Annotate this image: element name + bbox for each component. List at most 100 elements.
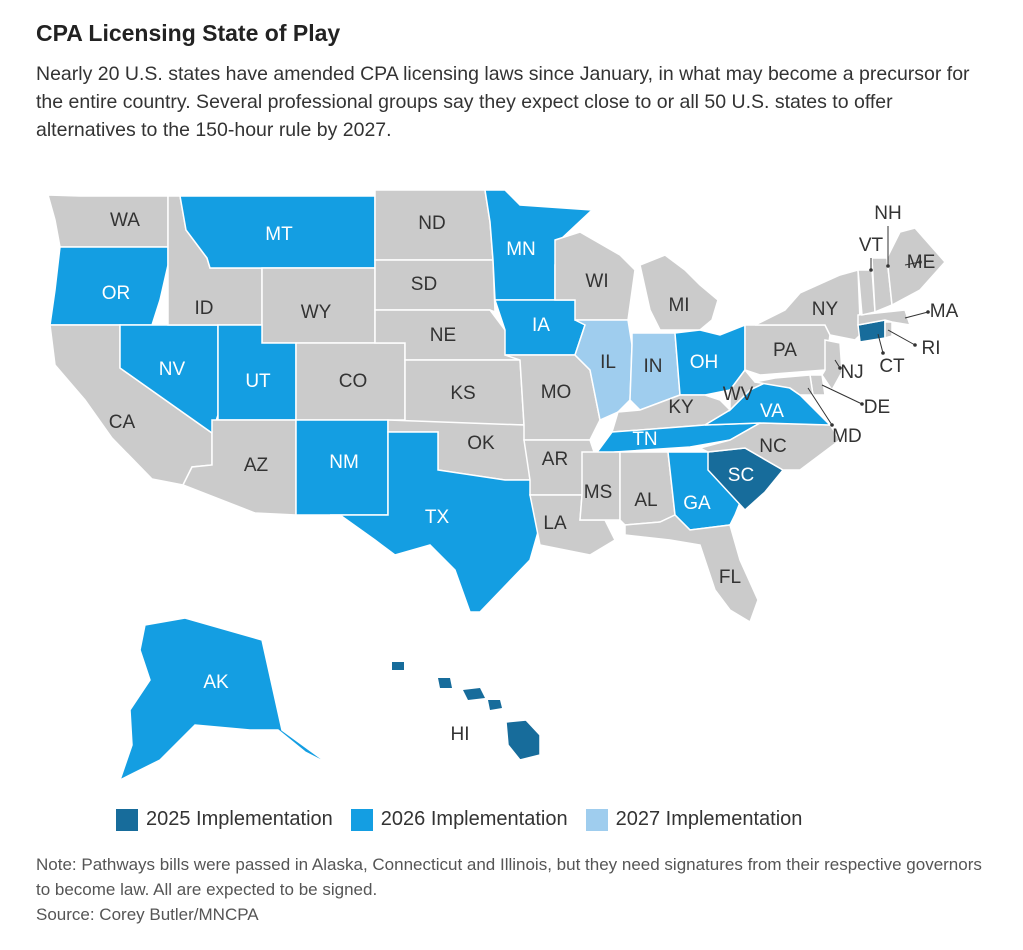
leader-line	[877, 333, 884, 354]
state-label-ia: IA	[532, 315, 550, 336]
state-label-ak: AK	[203, 672, 229, 693]
state-tx	[330, 431, 541, 613]
state-label-or: OR	[102, 283, 131, 304]
state-label-nj: NJ	[840, 362, 863, 383]
state-label-nm: NM	[329, 452, 359, 473]
state-label-mo: MO	[541, 382, 572, 403]
legend-label-2026: 2026 Implementation	[380, 808, 568, 830]
state-hi-island	[463, 688, 485, 700]
legend-swatch-2025	[116, 808, 138, 831]
state-nj	[821, 339, 843, 392]
state-me	[886, 227, 947, 307]
state-al	[619, 451, 676, 526]
state-label-mn: MN	[506, 239, 536, 260]
state-label-wv: WV	[723, 384, 754, 405]
state-label-az: AZ	[244, 455, 269, 476]
state-label-wa: WA	[110, 210, 140, 231]
state-label-co: CO	[339, 371, 368, 392]
leader-dot	[830, 423, 834, 427]
state-sd	[374, 259, 496, 314]
state-label-ny: NY	[812, 299, 839, 320]
legend-swatch-2026	[350, 808, 373, 831]
state-label-mi: MI	[668, 295, 689, 316]
leader-dot	[881, 351, 885, 355]
state-hi-island	[392, 662, 404, 670]
legend-item-2026: 2026 Implementation	[350, 808, 568, 831]
state-label-in: IN	[644, 356, 663, 377]
leader-dot	[918, 260, 922, 264]
leader-dot	[926, 310, 930, 314]
map-title: CPA Licensing State of Play	[36, 20, 341, 46]
state-labels: WA OR CA NV ID MT WY UT AZ CO NM ND SD NE KS OK TX MN IA MO…	[102, 203, 959, 745]
state-label-de: DE	[864, 397, 890, 418]
state-label-al: AL	[634, 490, 657, 511]
leader-dot	[886, 264, 890, 268]
state-label-tx: TX	[425, 507, 450, 528]
leader-dot	[913, 343, 917, 347]
leader-line	[904, 261, 921, 266]
leader-line	[807, 387, 833, 426]
footnote: Note: Pathways bills were passed in Alas…	[36, 852, 996, 927]
leader-lines	[807, 226, 930, 427]
state-label-nd: ND	[418, 213, 445, 234]
state-wa	[47, 194, 169, 248]
leader-dot	[860, 402, 864, 406]
state-label-ri: RI	[922, 338, 941, 359]
state-label-id: ID	[195, 298, 214, 319]
legend-swatch-2027	[585, 808, 608, 831]
state-il	[574, 319, 633, 422]
state-hi-island	[438, 678, 452, 688]
leader-line	[904, 311, 929, 319]
state-label-ks: KS	[450, 383, 475, 404]
state-label-tn: TN	[632, 429, 657, 450]
state-label-il: IL	[600, 352, 616, 373]
us-map: WA OR CA NV ID MT WY UT AZ CO NM ND SD NE KS OK TX MN IA MO…	[47, 189, 959, 782]
state-label-wi: WI	[585, 271, 608, 292]
state-fl	[624, 514, 759, 624]
legend: 2025 Implementation 2026 Implementation …	[116, 808, 820, 831]
state-label-ok: OK	[467, 433, 495, 454]
state-label-ky: KY	[668, 397, 694, 418]
legend-item-2027: 2027 Implementation	[585, 808, 803, 831]
legend-label-2025: 2025 Implementation	[146, 808, 333, 830]
state-label-oh: OH	[690, 352, 719, 373]
state-label-ma: MA	[930, 301, 959, 322]
state-ak	[118, 617, 351, 782]
state-label-nv: NV	[159, 359, 186, 380]
state-label-va: VA	[760, 401, 784, 422]
leader-dot	[838, 366, 842, 370]
map-subtitle: Nearly 20 U.S. states have amended CPA l…	[36, 63, 970, 141]
state-label-md: MD	[832, 426, 862, 447]
state-mi	[639, 254, 719, 331]
state-label-sc: SC	[728, 465, 754, 486]
state-label-wy: WY	[301, 302, 332, 323]
state-label-ne: NE	[430, 325, 456, 346]
state-label-pa: PA	[773, 340, 797, 361]
state-label-fl: FL	[719, 567, 741, 588]
state-ma	[857, 309, 912, 326]
state-label-ct: CT	[879, 356, 905, 377]
legend-label-2027: 2027 Implementation	[615, 808, 803, 830]
note-text: Note: Pathways bills were passed in Alas…	[36, 855, 982, 899]
leader-dot	[869, 268, 873, 272]
state-label-hi: HI	[451, 724, 470, 745]
state-hi	[505, 719, 541, 761]
leader-line	[887, 329, 916, 346]
state-label-ms: MS	[584, 482, 613, 503]
leader-line	[821, 384, 863, 405]
source-text: Source: Corey Butler/MNCPA	[36, 905, 259, 924]
state-label-ar: AR	[542, 449, 568, 470]
state-label-me: ME	[907, 252, 936, 273]
state-label-ca: CA	[109, 412, 136, 433]
state-label-vt: VT	[859, 235, 884, 256]
state-label-la: LA	[543, 513, 567, 534]
state-nc	[697, 422, 842, 471]
state-label-ga: GA	[683, 493, 711, 514]
legend-item-2025: 2025 Implementation	[116, 808, 333, 831]
state-hi-island	[488, 700, 502, 710]
state-label-nc: NC	[759, 436, 786, 457]
state-label-nh: NH	[874, 203, 901, 224]
state-label-ut: UT	[245, 371, 271, 392]
state-shapes	[47, 189, 947, 782]
state-label-sd: SD	[411, 274, 437, 295]
